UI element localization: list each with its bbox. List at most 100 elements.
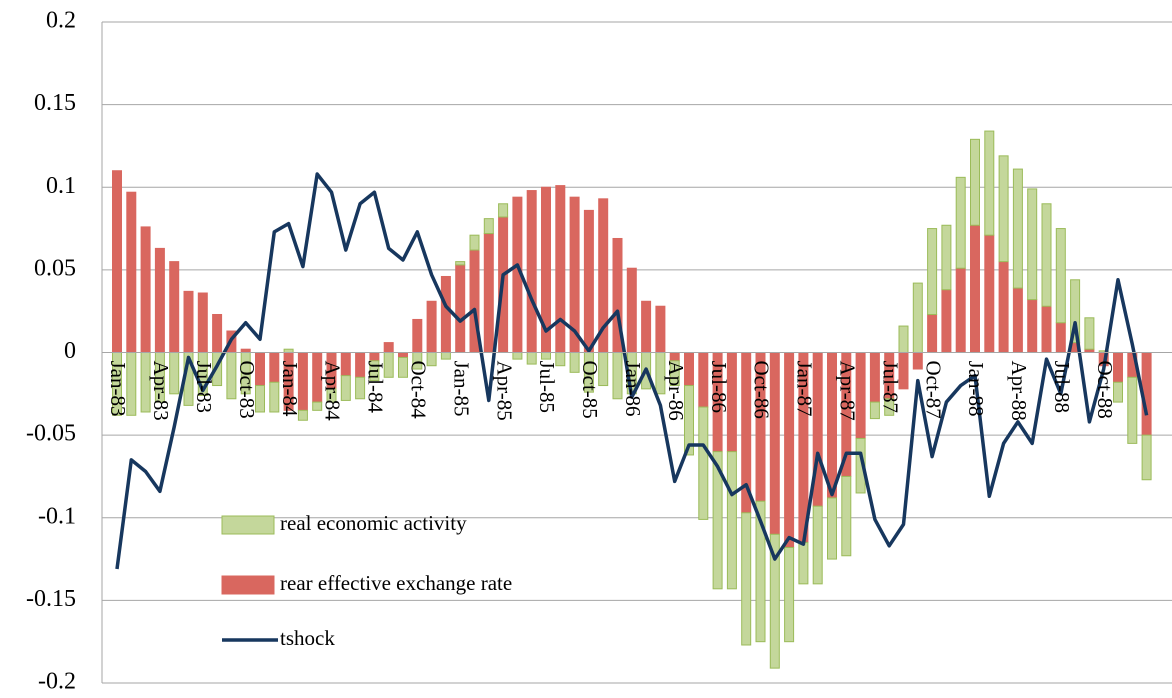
bar [469,234,480,251]
bar [183,290,194,354]
bar [698,406,709,520]
x-tick-label: Oct-84 [406,361,430,420]
bar [412,318,423,354]
bar [512,352,523,360]
bar [455,261,466,266]
bar [355,352,366,378]
bar [784,546,795,643]
bar [369,360,380,382]
x-tick-label: Jan-87 [793,361,817,417]
bar [741,512,752,646]
bar [140,226,151,353]
bar [684,385,694,456]
x-tick-label: Apr-86 [664,361,688,421]
bar [398,352,408,358]
bar [827,497,837,560]
bar [541,352,551,360]
bar [1113,381,1123,403]
legend-swatch [221,575,275,595]
legend-label: tshock [280,626,335,650]
bar [1041,203,1052,307]
bar [755,500,766,643]
bar [1012,168,1023,289]
x-tick-label: Apr-87 [835,361,859,421]
bar [855,437,866,494]
x-tick-label: Apr-83 [149,361,173,421]
y-tick-label: 0.1 [46,173,76,199]
bar [169,261,180,353]
bar [998,261,1009,353]
y-tick-label: 0 [64,338,76,364]
bar [669,360,680,387]
bar [212,313,223,353]
x-tick-label: Oct-83 [235,361,259,419]
bar [984,130,995,236]
bar [912,282,923,353]
y-tick-label: -0.2 [38,669,76,695]
bar [955,176,966,269]
bar [898,325,909,353]
bar [526,352,537,365]
bar [612,352,623,400]
bar [1012,287,1023,353]
bar [1055,322,1066,354]
x-tick-label: Jul-88 [1050,361,1074,414]
bar [1027,188,1038,301]
y-tick-label: -0.05 [26,421,76,447]
bar [1041,305,1052,354]
x-tick-label: Jan-84 [278,361,302,417]
y-tick-label: 0.2 [46,8,76,34]
bar [440,352,451,360]
bar [355,376,366,400]
y-tick-label: 0.15 [34,90,76,116]
x-tick-label: Oct-87 [921,361,945,419]
x-tick-label: Jul-85 [535,361,559,414]
bar [197,292,208,354]
bar [698,352,709,408]
bar [126,191,137,353]
line [115,172,1149,570]
bar [440,275,451,353]
bar [1141,434,1152,481]
bar [112,170,122,353]
bar [1070,279,1081,344]
bar [269,352,280,383]
x-tick-label: Jul-86 [707,361,731,414]
bar [483,218,494,235]
bar [140,352,151,413]
y-tick-label: -0.1 [38,503,76,529]
bar [884,398,895,416]
bar [641,300,652,353]
legend-swatch [221,515,275,535]
bar [383,342,394,353]
bar [726,451,737,590]
bar [455,264,466,354]
bar [827,352,837,499]
bar [312,401,323,411]
x-tick-label: Oct-85 [578,361,602,419]
bar [312,352,323,403]
bar [398,356,408,378]
x-tick-label: Jan-88 [964,361,988,417]
bar [869,401,880,420]
bar [941,289,952,353]
y-tick-label: -0.15 [26,586,76,612]
x-tick-label: Jul-84 [364,361,388,414]
bar [655,352,666,395]
bar [526,190,537,353]
bar [326,388,337,403]
bar [226,352,237,400]
bar [970,224,980,354]
x-tick-label: Jul-83 [192,361,216,414]
x-tick-label: Apr-85 [492,361,516,421]
bar [812,505,823,585]
bar [912,352,923,370]
bar [798,542,809,585]
bar [583,209,594,353]
x-tick-label: Jan-86 [621,361,645,417]
x-tick-label: Apr-84 [321,361,345,422]
bar [297,409,308,421]
bar [255,385,265,413]
